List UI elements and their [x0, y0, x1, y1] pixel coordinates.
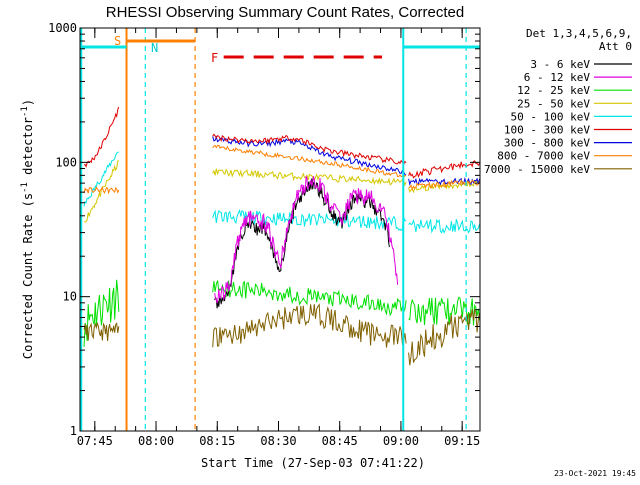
flare-flag-label: F — [211, 51, 218, 65]
legend-header-line1: Det 1,3,4,5,6,9, — [526, 27, 632, 40]
y-axis-label-close: ) — [21, 99, 35, 106]
series-trace — [212, 144, 407, 178]
x-tick-label: 07:45 — [77, 434, 113, 448]
legend-entry-label: 12 - 25 keV — [517, 84, 590, 97]
series-trace — [408, 178, 481, 194]
y-tick-label: 1000 — [48, 21, 77, 35]
y-tick-label: 10 — [63, 290, 77, 304]
series-trace — [214, 178, 390, 309]
y-tick-label: 100 — [55, 155, 77, 169]
series-trace — [408, 178, 481, 191]
series-trace — [408, 308, 481, 366]
legend-entry-label: 3 - 6 keV — [530, 58, 590, 71]
legend-entry-label: 25 - 50 keV — [517, 97, 590, 110]
y-axis-label-exponent: -1 — [20, 182, 30, 193]
series-trace — [83, 279, 120, 347]
x-tick-label: 08:15 — [199, 434, 235, 448]
series-trace — [212, 135, 407, 176]
y-axis-label-main: Corrected Count Rate (s — [21, 193, 35, 359]
chart-title: RHESSI Observing Summary Count Rates, Co… — [106, 4, 464, 21]
series-trace — [212, 208, 407, 232]
legend-entry-label: 50 - 100 keV — [511, 110, 591, 123]
series-trace — [83, 106, 120, 168]
series-trace — [408, 176, 481, 186]
render-timestamp: 23-Oct-2021 19:45 — [554, 469, 636, 478]
legend-entry-label: 7000 - 15000 keV — [484, 163, 590, 176]
series-trace — [83, 321, 120, 342]
plot-frame — [79, 27, 481, 432]
y-axis-label-exponent-2: -1 — [20, 106, 30, 117]
series-trace — [83, 185, 120, 195]
legend-entry-label: 800 - 7000 keV — [497, 150, 590, 163]
legend-entry-label: 6 - 12 keV — [524, 71, 591, 84]
x-axis-label: Start Time (27-Sep-03 07:41:22) — [201, 456, 425, 470]
x-tick-label: 09:00 — [383, 434, 419, 448]
x-tick-label: 08:45 — [322, 434, 358, 448]
y-axis-label-detector: detector — [21, 117, 35, 182]
legend-entry-label: 100 - 300 keV — [504, 124, 590, 137]
y-axis-label: Corrected Count Rate (s-1 detector-1) — [20, 99, 35, 359]
y-tick-label: 1 — [70, 424, 77, 438]
series-trace — [214, 175, 399, 304]
night-flag-label: N — [151, 41, 158, 55]
series-trace — [212, 280, 407, 317]
axis-ticks: 1 10 100 1000 07:45 08:00 08:15 08:30 08:45 09:00… — [48, 21, 480, 448]
plot-area — [80, 28, 481, 431]
x-tick-label: 08:00 — [138, 434, 174, 448]
series-trace — [212, 133, 407, 166]
series-trace — [83, 151, 120, 207]
legend-header-line2: Att 0 — [599, 40, 632, 53]
saa-flag-label: S — [114, 34, 121, 48]
series-trace — [212, 303, 407, 348]
x-tick-label: 08:30 — [260, 434, 296, 448]
x-tick-label: 09:15 — [444, 434, 480, 448]
series-trace — [408, 218, 481, 234]
series-trace — [212, 168, 407, 187]
series-trace — [408, 160, 481, 179]
legend-entry-label: 300 - 800 keV — [504, 137, 590, 150]
